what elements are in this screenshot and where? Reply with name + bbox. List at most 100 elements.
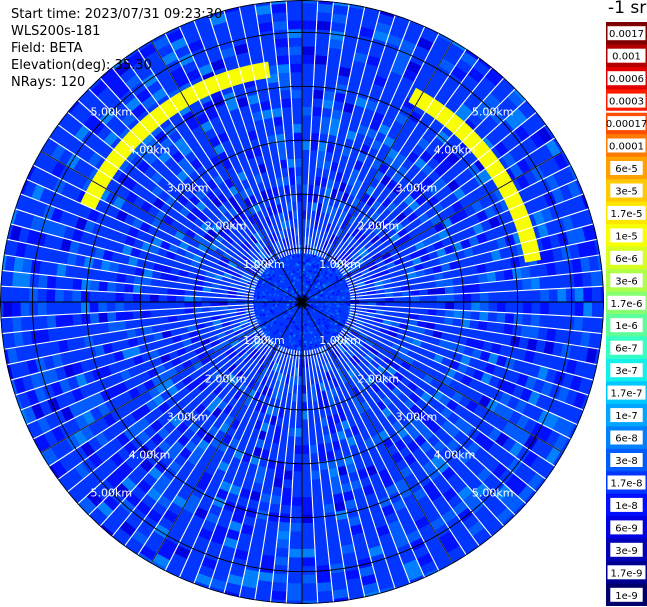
range-cell — [167, 302, 176, 310]
range-cell — [560, 166, 575, 184]
range-cell — [361, 71, 376, 84]
range-cell — [501, 151, 517, 168]
near-range-cell — [342, 333, 345, 336]
range-cell — [268, 503, 281, 514]
range-cell — [462, 491, 479, 508]
range-cell — [206, 178, 218, 191]
ray-separator — [346, 321, 579, 426]
range-cell — [83, 256, 95, 269]
near-range-cell — [296, 263, 299, 266]
near-range-cell — [259, 310, 263, 313]
range-cell — [239, 278, 249, 285]
range-cell — [243, 568, 260, 581]
range-cell — [248, 225, 257, 235]
near-range-cell — [326, 331, 329, 334]
range-cell — [205, 107, 220, 121]
range-cell — [94, 344, 106, 357]
range-cell — [494, 431, 510, 448]
range-cell — [281, 356, 288, 366]
near-range-cell — [293, 321, 296, 324]
range-cell — [320, 417, 329, 427]
range-cell — [30, 215, 43, 232]
range-cell — [195, 112, 210, 126]
range-cell — [363, 354, 374, 364]
ray-separator — [327, 48, 467, 262]
range-cell — [286, 583, 302, 593]
colorbar-unit-label: -1 sr — [608, 0, 647, 18]
range-cell — [121, 476, 137, 492]
range-cell — [177, 466, 191, 481]
range-cell — [403, 238, 415, 249]
range-cell — [248, 278, 258, 285]
range-cell — [200, 195, 212, 207]
range-cell — [234, 328, 244, 336]
range-cell — [582, 224, 595, 242]
range-cell — [233, 504, 248, 516]
range-cell — [126, 328, 137, 339]
near-range-cell — [295, 335, 298, 338]
range-cell — [293, 132, 302, 142]
near-range-cell — [321, 324, 324, 328]
range-cell — [333, 501, 347, 512]
range-cell — [484, 362, 496, 376]
range-cell — [197, 381, 209, 393]
near-range-cell — [328, 291, 331, 294]
range-cell — [152, 553, 171, 569]
range-cell — [23, 405, 37, 424]
range-cell — [408, 319, 419, 327]
ray-separator — [57, 330, 264, 480]
range-cell — [116, 157, 131, 173]
near-range-cell — [333, 298, 337, 301]
near-range-cell — [305, 285, 308, 288]
range-cell — [260, 248, 269, 258]
range-cell — [227, 363, 238, 373]
range-cell — [547, 314, 558, 329]
range-cell — [115, 311, 126, 322]
range-cell — [396, 47, 413, 61]
range-cell — [326, 537, 341, 548]
near-range-cell — [344, 289, 348, 292]
range-cell — [290, 193, 297, 203]
range-cell — [287, 427, 296, 437]
range-cell — [203, 217, 215, 229]
near-range-cell — [348, 278, 352, 281]
near-range-cell — [292, 280, 296, 283]
range-cell — [426, 467, 442, 481]
range-cell — [161, 264, 172, 274]
range-cell — [200, 120, 214, 133]
near-range-cell — [325, 327, 328, 330]
near-range-cell — [277, 280, 280, 283]
range-cell — [410, 289, 420, 297]
near-range-cell — [264, 271, 267, 274]
range-cell — [333, 144, 344, 156]
range-cell — [287, 167, 296, 177]
near-range-cell — [260, 297, 263, 300]
range-cell — [302, 3, 318, 13]
near-range-cell — [336, 332, 339, 336]
near-range-cell — [270, 322, 273, 325]
range-cell — [66, 169, 81, 186]
range-cell — [277, 521, 291, 532]
range-cell — [167, 294, 176, 302]
range-cell — [347, 215, 357, 226]
near-range-cell — [277, 343, 280, 346]
range-cell — [105, 473, 122, 489]
range-cell — [364, 339, 374, 348]
range-cell — [335, 218, 344, 228]
near-range-cell — [265, 330, 268, 333]
near-range-cell — [261, 307, 264, 310]
range-cell — [234, 249, 245, 259]
range-cell — [13, 331, 24, 348]
range-cell — [374, 21, 392, 35]
near-range-cell — [299, 343, 302, 346]
near-range-cell — [325, 276, 328, 280]
range-cell — [63, 314, 74, 327]
range-cell — [331, 13, 348, 24]
range-cell — [12, 316, 23, 333]
range-cell — [381, 475, 395, 489]
range-cell — [405, 529, 422, 544]
near-range-cell — [306, 311, 309, 314]
range-cell — [79, 496, 97, 514]
near-range-cell — [288, 312, 291, 315]
range-cell — [26, 358, 39, 375]
